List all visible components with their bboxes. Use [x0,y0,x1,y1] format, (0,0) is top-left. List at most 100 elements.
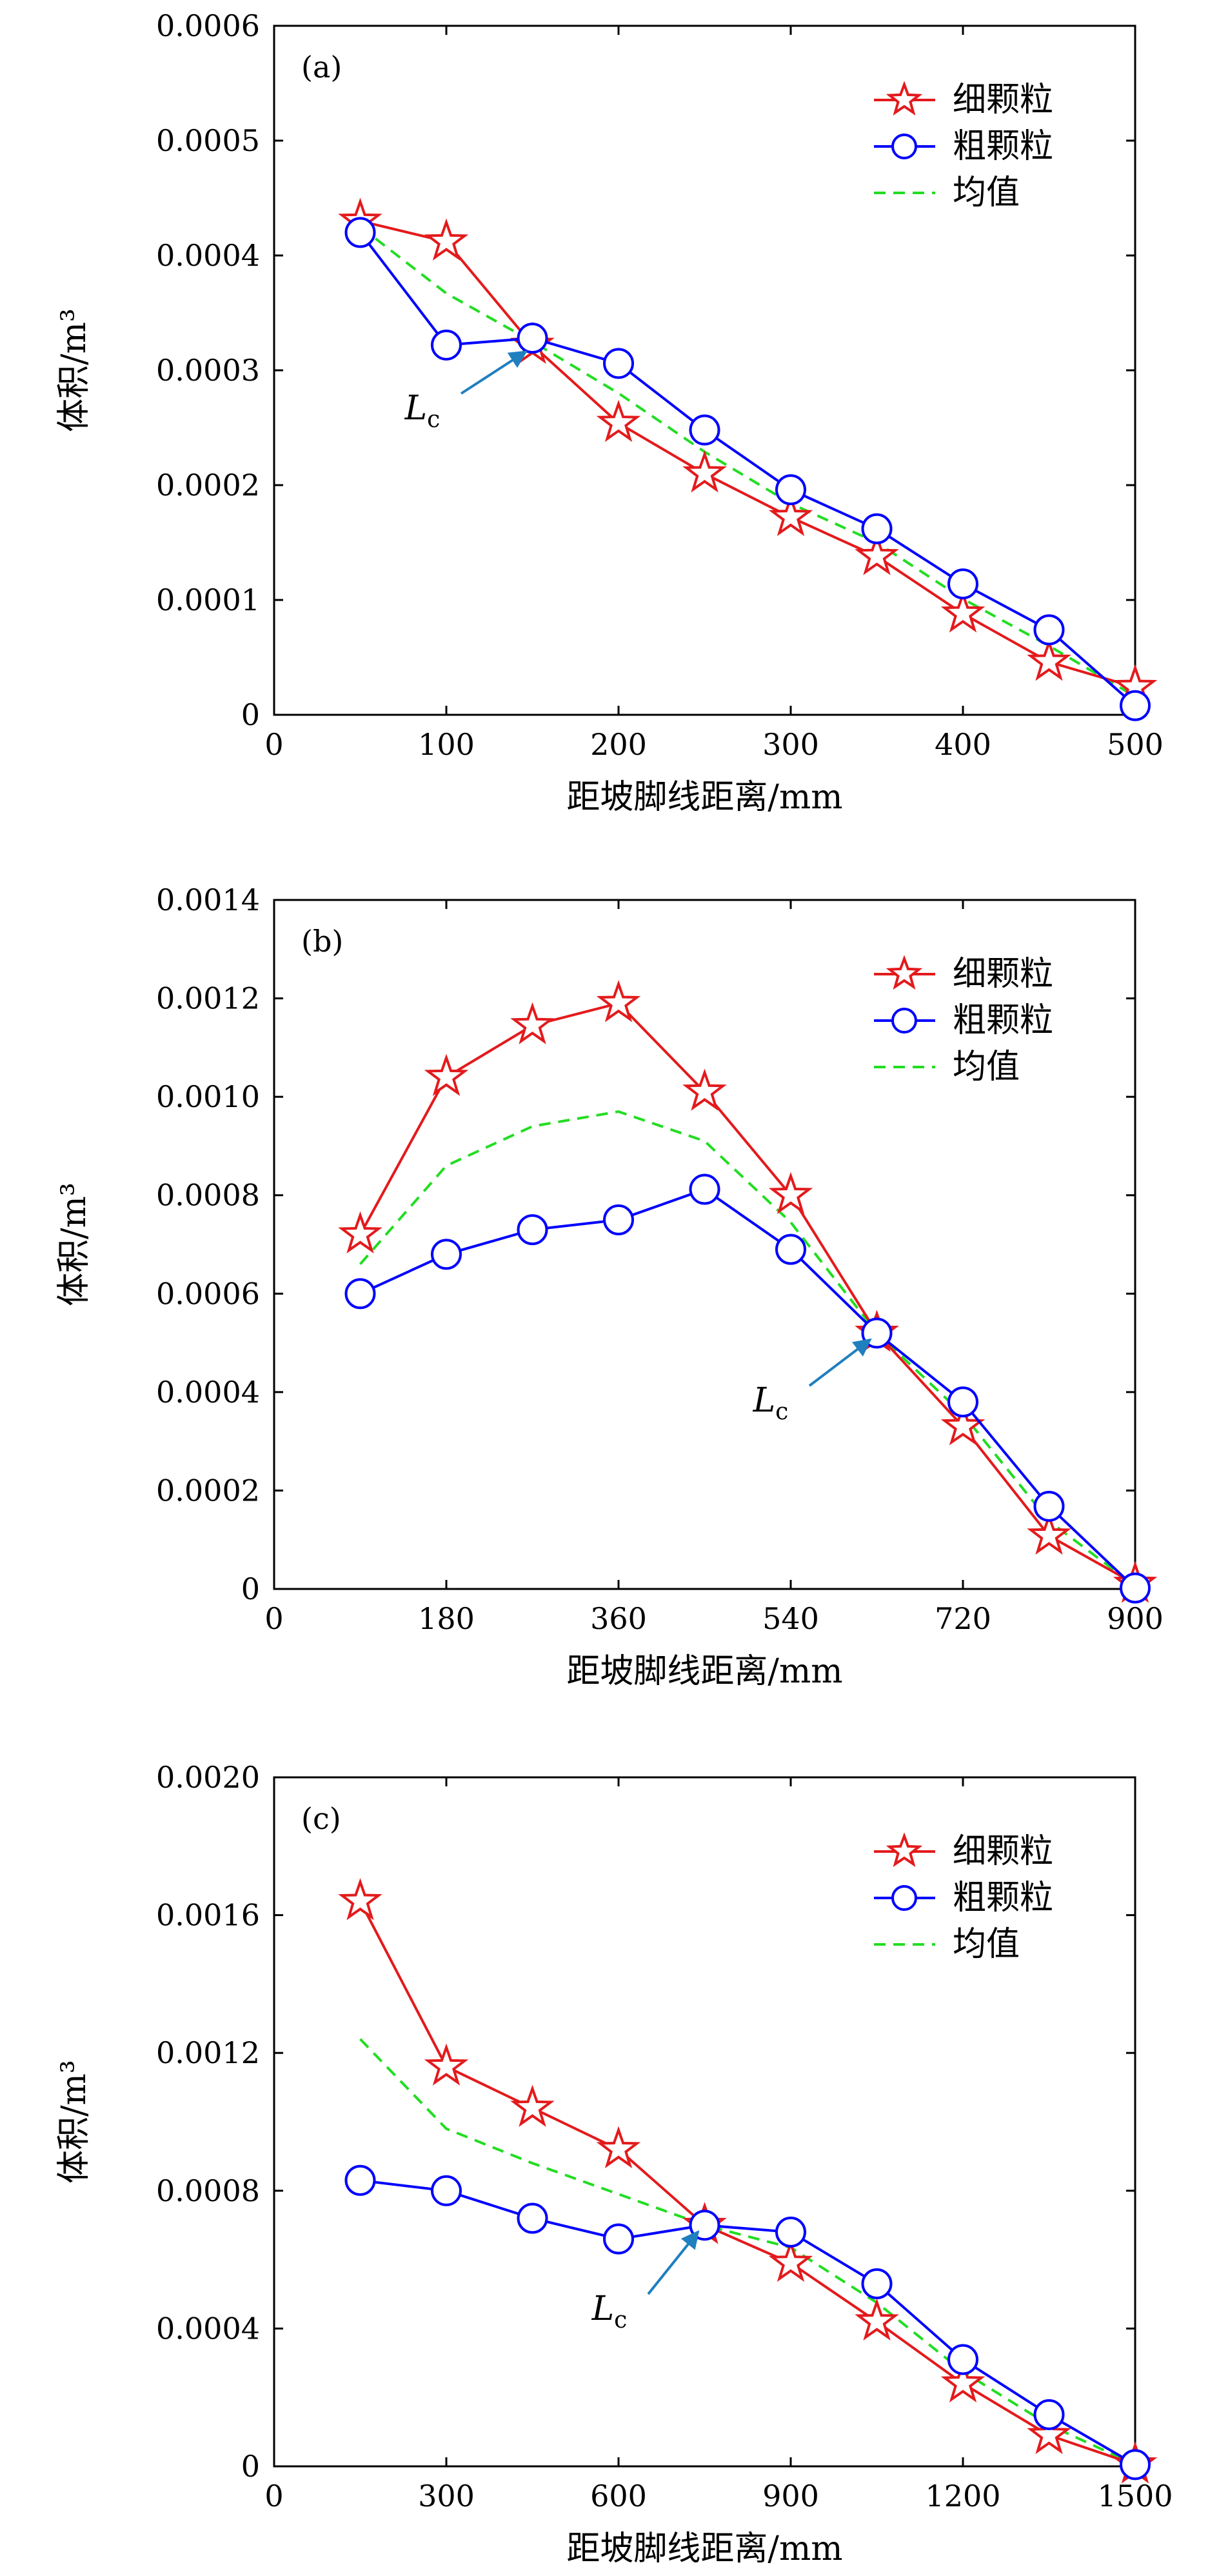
data-point-circle [947,568,978,600]
data-point-circle [1033,2399,1065,2430]
chart-panel-2: 0 180 360 540 720 900 0 0.0002 0.0004 0.0006 0.000… [55,883,1164,1691]
x-axis-label: 距坡脚线距离/mm [566,778,842,817]
data-point-star [768,494,813,537]
data-point-star [1027,2411,1071,2455]
y-tick-label: 0.0012 [156,981,260,1016]
y-tick-label: 0.0012 [156,2035,260,2070]
y-tick-label: 0.0020 [156,1760,260,1795]
legend-label: 细颗粒 [953,81,1053,119]
y-tick-label: 0.0016 [156,1898,260,1933]
data-point-star [338,1211,382,1253]
data-point-star [596,980,641,1023]
y-tick-label: 0 [241,697,260,732]
annotation-arrow [460,350,528,395]
annotation-arrow [647,2230,700,2295]
legend-label: 粗颗粒 [953,1001,1053,1040]
panel-label: (a) [301,50,342,85]
legend-item-2: 粗颗粒 [874,127,1053,166]
legend-label: 细颗粒 [953,1832,1053,1871]
data-point-circle [861,513,893,544]
data-point-circle [517,2202,548,2234]
data-point-circle [431,1239,462,1270]
x-tick-label: 300 [418,2479,475,2513]
legend-item-1: 细颗粒 [874,1832,1053,1871]
x-tick-label: 720 [935,1601,991,1636]
x-tick-label: 500 [1107,727,1164,762]
data-point-circle [344,217,376,248]
data-point-star [1027,639,1071,681]
legend-item-1: 细颗粒 [874,81,1053,119]
data-point-circle [431,2175,462,2206]
annotation-label: Lc [404,389,441,433]
x-tick-label: 1500 [1097,2479,1173,2513]
data-point-circle [603,348,634,379]
data-point-circle [431,329,462,361]
data-point-circle [775,474,806,506]
y-axis-label: 体积/m³ [55,2060,94,2184]
x-tick-label: 600 [590,2479,647,2513]
panel-label: (b) [301,924,343,959]
data-point-star [1027,1512,1071,1555]
y-tick-label: 0.0006 [156,1276,260,1311]
data-point-circle [603,1204,634,1235]
x-tick-label: 0 [264,1601,283,1636]
legend-star-icon [886,1832,923,1868]
data-point-circle [517,323,548,354]
data-point-star [855,533,899,575]
data-point-circle [1120,2449,1151,2481]
data-point-star [424,218,469,261]
y-tick-label: 0.0002 [156,1473,260,1508]
legend-item-3: 均值 [874,174,1020,212]
y-axis-label: 体积/m³ [55,1183,94,1306]
y-tick-label: 0.0005 [156,123,260,158]
legend-label: 粗颗粒 [953,127,1053,166]
data-point-star [682,1068,727,1111]
data-point-star [940,590,986,633]
series-line-3 [359,225,1136,698]
data-point-circle [1033,614,1065,646]
series-line-1 [359,1901,1136,2466]
legend-circle-icon [891,134,917,159]
legend-item-3: 均值 [874,1048,1020,1086]
legend-label: 粗颗粒 [953,1879,1053,1917]
data-point-circle [1120,1572,1151,1604]
legend-item-3: 均值 [874,1925,1020,1964]
y-tick-label: 0.0004 [156,238,260,273]
data-point-star [424,2043,469,2086]
x-tick-label: 100 [418,727,475,762]
legend-circle-icon [891,1008,917,1033]
data-point-circle [344,1278,376,1310]
data-point-circle [517,1214,548,1246]
data-point-star [682,450,727,493]
x-axis-label: 距坡脚线距离/mm [566,1652,842,1691]
data-point-circle [775,1233,806,1265]
data-point-star [768,2239,813,2282]
x-tick-label: 180 [418,1601,475,1636]
series-line-3 [359,1110,1136,1587]
data-point-star [510,1002,555,1044]
legend-item-2: 粗颗粒 [874,1001,1053,1040]
data-point-star [510,2084,555,2127]
x-tick-label: 540 [762,1601,819,1636]
legend-circle-icon [891,1885,917,1911]
data-point-circle [775,2216,806,2248]
y-tick-label: 0.0010 [156,1079,260,1114]
x-tick-label: 300 [762,727,819,762]
legend-item-1: 细颗粒 [874,955,1053,993]
data-point-circle [1120,690,1151,721]
y-tick-label: 0.0008 [156,1178,260,1213]
y-tick-label: 0 [241,2449,260,2484]
data-point-circle [861,2268,893,2299]
series-line-1 [359,1001,1136,1586]
data-point-circle [603,2223,634,2255]
x-tick-label: 1200 [925,2479,1000,2513]
data-point-circle [689,1173,720,1205]
data-point-star [855,2298,899,2341]
x-tick-label: 400 [935,727,991,762]
data-point-star [424,1053,469,1096]
plot-frame [273,1776,1136,2468]
data-point-circle [947,1386,978,1418]
y-axis-label: 体积/m³ [55,308,94,432]
legend-label: 均值 [953,1048,1020,1086]
